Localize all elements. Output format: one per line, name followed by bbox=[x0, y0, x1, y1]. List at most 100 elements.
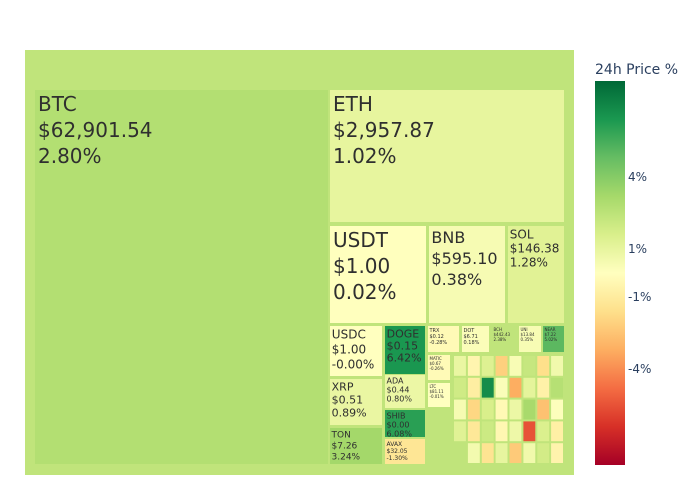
tile-ltc[interactable]: LTC$81.11-0.01% bbox=[428, 383, 450, 407]
small-tile[interactable] bbox=[551, 421, 563, 442]
small-tile[interactable] bbox=[481, 377, 494, 398]
tile-symbol-label: MATIC bbox=[430, 356, 443, 361]
small-tile[interactable] bbox=[523, 443, 536, 463]
tile-symbol-label: XRP bbox=[332, 381, 354, 394]
tile-price-label: $6.71 bbox=[464, 334, 478, 340]
small-tile[interactable] bbox=[551, 377, 563, 398]
small-tile[interactable] bbox=[537, 399, 550, 420]
tile-price-label: $62,901.54 bbox=[38, 118, 153, 142]
small-tile[interactable] bbox=[454, 421, 466, 442]
tile-bch[interactable]: BCH$442.432.38% bbox=[492, 326, 517, 352]
tile-xrp[interactable]: XRP$0.510.89% bbox=[330, 379, 382, 425]
tile-near[interactable]: NEAR$7.225.02% bbox=[543, 326, 564, 352]
tile-rect bbox=[330, 326, 382, 376]
small-tile[interactable] bbox=[495, 356, 508, 376]
tile-symbol-label: LTC bbox=[430, 384, 437, 389]
tile-change-label: -1.30% bbox=[387, 455, 409, 462]
small-tile[interactable] bbox=[454, 443, 466, 463]
treemap-small-tiles bbox=[454, 356, 563, 463]
tile-rect bbox=[429, 226, 505, 323]
tile-rect bbox=[35, 90, 328, 464]
tile-matic[interactable]: MATIC$0.67-0.26% bbox=[428, 355, 450, 380]
tile-rect bbox=[330, 379, 382, 425]
small-tile[interactable] bbox=[523, 356, 536, 376]
tile-symbol-label: NEAR bbox=[545, 327, 556, 332]
colorbar-tick-label: 1% bbox=[628, 242, 647, 256]
tile-change-label: -0.00% bbox=[332, 358, 374, 372]
small-tile[interactable] bbox=[495, 443, 508, 463]
small-tile[interactable] bbox=[509, 399, 522, 420]
tile-trx[interactable]: TRX$0.12-0.28% bbox=[428, 326, 459, 352]
small-tile[interactable] bbox=[495, 421, 508, 442]
small-tile[interactable] bbox=[454, 377, 466, 398]
treemap-tiles: BTC$62,901.542.80%ETH$2,957.871.02%USDT$… bbox=[35, 90, 564, 464]
tile-price-label: $0.00 bbox=[387, 421, 410, 430]
tile-symbol-label: SHIB bbox=[387, 412, 406, 421]
tile-symbol-label: DOGE bbox=[387, 328, 420, 341]
small-tile[interactable] bbox=[467, 356, 480, 376]
tile-symbol-label: BCH bbox=[494, 327, 502, 332]
small-tile[interactable] bbox=[551, 443, 563, 463]
small-tile[interactable] bbox=[481, 399, 494, 420]
small-tile[interactable] bbox=[509, 356, 522, 376]
colorbar bbox=[595, 81, 625, 465]
small-tile[interactable] bbox=[495, 377, 508, 398]
tile-price-label: $146.38 bbox=[510, 242, 560, 256]
small-tile[interactable] bbox=[523, 421, 536, 442]
small-tile[interactable] bbox=[537, 356, 550, 376]
small-tile[interactable] bbox=[495, 399, 508, 420]
small-tile[interactable] bbox=[467, 377, 480, 398]
small-tile[interactable] bbox=[537, 443, 550, 463]
tile-usdc[interactable]: USDC$1.00-0.00% bbox=[330, 326, 382, 376]
colorbar-tick-label: -1% bbox=[628, 290, 651, 304]
small-tile[interactable] bbox=[481, 443, 494, 463]
tile-change-label: 1.28% bbox=[510, 256, 548, 270]
tile-symbol-label: SOL bbox=[510, 228, 534, 242]
tile-rect bbox=[428, 326, 459, 352]
tile-ada[interactable]: ADA$0.440.80% bbox=[385, 375, 425, 408]
colorbar-tick-label: -4% bbox=[628, 362, 651, 376]
small-tile[interactable] bbox=[467, 399, 480, 420]
tile-change-label: -0.28% bbox=[430, 340, 448, 346]
tile-rect bbox=[492, 326, 517, 352]
small-tile[interactable] bbox=[509, 443, 522, 463]
small-tile[interactable] bbox=[481, 421, 494, 442]
small-tile[interactable] bbox=[523, 377, 536, 398]
tile-symbol-label: USDC bbox=[332, 328, 366, 342]
small-tile[interactable] bbox=[537, 377, 550, 398]
tile-price-label: $0.67 bbox=[430, 361, 442, 366]
tile-eth[interactable]: ETH$2,957.871.02% bbox=[330, 90, 564, 222]
small-tile[interactable] bbox=[454, 356, 466, 376]
small-tile[interactable] bbox=[537, 421, 550, 442]
tile-btc[interactable]: BTC$62,901.542.80% bbox=[35, 90, 328, 464]
small-tile[interactable] bbox=[523, 399, 536, 420]
tile-change-label: -0.01% bbox=[430, 394, 444, 399]
small-tile[interactable] bbox=[551, 399, 563, 420]
tile-avax[interactable]: AVAX$32.05-1.30% bbox=[385, 439, 425, 464]
tile-doge[interactable]: DOGE$0.156.42% bbox=[385, 326, 425, 374]
tile-rect bbox=[385, 375, 425, 408]
tile-price-label: $595.10 bbox=[431, 249, 497, 268]
small-tile[interactable] bbox=[481, 356, 494, 376]
tile-sol[interactable]: SOL$146.381.28% bbox=[508, 226, 564, 323]
tile-bnb[interactable]: BNB $595.10 0.38% bbox=[429, 226, 505, 323]
small-tile[interactable] bbox=[454, 399, 466, 420]
small-tile[interactable] bbox=[467, 421, 480, 442]
tile-dot[interactable]: DOT$6.710.18% bbox=[462, 326, 489, 352]
tile-symbol-label: ETH bbox=[333, 92, 373, 116]
tile-symbol-label: DOT bbox=[464, 328, 476, 334]
tile-price-label: $7.22 bbox=[545, 332, 557, 337]
small-tile[interactable] bbox=[509, 421, 522, 442]
tile-ton[interactable]: TON$7.263.24% bbox=[330, 428, 382, 464]
tile-change-label: 0.18% bbox=[464, 340, 480, 346]
small-tile[interactable] bbox=[467, 443, 480, 463]
tile-usdt[interactable]: USDT$1.000.02% bbox=[330, 226, 426, 323]
tile-price-label: $32.05 bbox=[387, 448, 408, 455]
tile-rect bbox=[385, 410, 425, 437]
small-tile[interactable] bbox=[509, 377, 522, 398]
tile-change-label: -0.26% bbox=[430, 366, 444, 371]
small-tile[interactable] bbox=[551, 356, 563, 376]
tile-uni[interactable]: UNI$13.840.35% bbox=[519, 326, 541, 352]
tile-shib[interactable]: SHIB$0.006.08% bbox=[385, 410, 425, 439]
